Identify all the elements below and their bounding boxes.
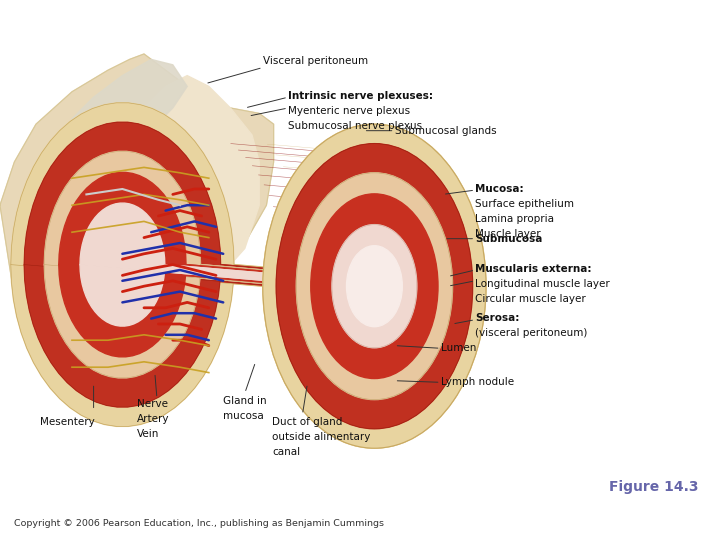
Polygon shape — [80, 203, 417, 286]
Polygon shape — [72, 59, 187, 162]
Text: (visceral peritoneum): (visceral peritoneum) — [475, 328, 588, 339]
Ellipse shape — [346, 246, 402, 327]
Text: Muscle layer: Muscle layer — [475, 229, 541, 239]
Text: outside alimentary: outside alimentary — [272, 432, 371, 442]
Ellipse shape — [311, 194, 438, 379]
Ellipse shape — [263, 124, 486, 448]
Text: Intrinsic nerve plexuses:: Intrinsic nerve plexuses: — [288, 91, 433, 101]
Ellipse shape — [332, 225, 417, 348]
Text: Myenteric nerve plexus: Myenteric nerve plexus — [288, 106, 410, 116]
Text: Copyright © 2006 Pearson Education, Inc., publishing as Benjamin Cummings: Copyright © 2006 Pearson Education, Inc.… — [14, 519, 384, 528]
Polygon shape — [45, 151, 453, 286]
Polygon shape — [11, 103, 486, 286]
Text: Submucosal glands: Submucosal glands — [395, 126, 496, 136]
Text: Figure 14.3: Figure 14.3 — [609, 480, 698, 494]
Polygon shape — [45, 265, 453, 400]
Polygon shape — [11, 265, 486, 448]
Polygon shape — [24, 265, 472, 429]
Text: Submucosa: Submucosa — [475, 234, 543, 244]
Text: Serosa:: Serosa: — [475, 313, 520, 323]
Polygon shape — [59, 172, 438, 286]
Ellipse shape — [297, 173, 453, 400]
Polygon shape — [24, 122, 472, 286]
Text: Longitudinal muscle layer: Longitudinal muscle layer — [475, 279, 610, 289]
Text: Nerve: Nerve — [137, 399, 168, 409]
Polygon shape — [29, 76, 259, 340]
Text: mucosa: mucosa — [223, 411, 264, 421]
Ellipse shape — [276, 144, 472, 429]
Text: Lumen: Lumen — [441, 343, 476, 353]
Text: Duct of gland: Duct of gland — [272, 417, 343, 427]
Polygon shape — [59, 265, 438, 379]
Text: Mucosa:: Mucosa: — [475, 184, 524, 194]
Polygon shape — [80, 265, 417, 348]
Text: Lymph nodule: Lymph nodule — [441, 377, 514, 387]
Text: Vein: Vein — [137, 429, 159, 439]
Text: Submucosal nerve plexus: Submucosal nerve plexus — [288, 121, 422, 131]
Text: Mesentery: Mesentery — [40, 417, 94, 427]
Text: Visceral peritoneum: Visceral peritoneum — [263, 56, 368, 66]
Text: Surface epithelium: Surface epithelium — [475, 199, 575, 209]
Text: Gland in: Gland in — [223, 396, 267, 406]
Text: canal: canal — [272, 447, 300, 457]
Polygon shape — [0, 54, 274, 362]
Text: Circular muscle layer: Circular muscle layer — [475, 294, 586, 304]
Text: Lamina propria: Lamina propria — [475, 214, 554, 224]
Text: Muscularis externa:: Muscularis externa: — [475, 264, 592, 274]
Text: Artery: Artery — [137, 414, 169, 424]
